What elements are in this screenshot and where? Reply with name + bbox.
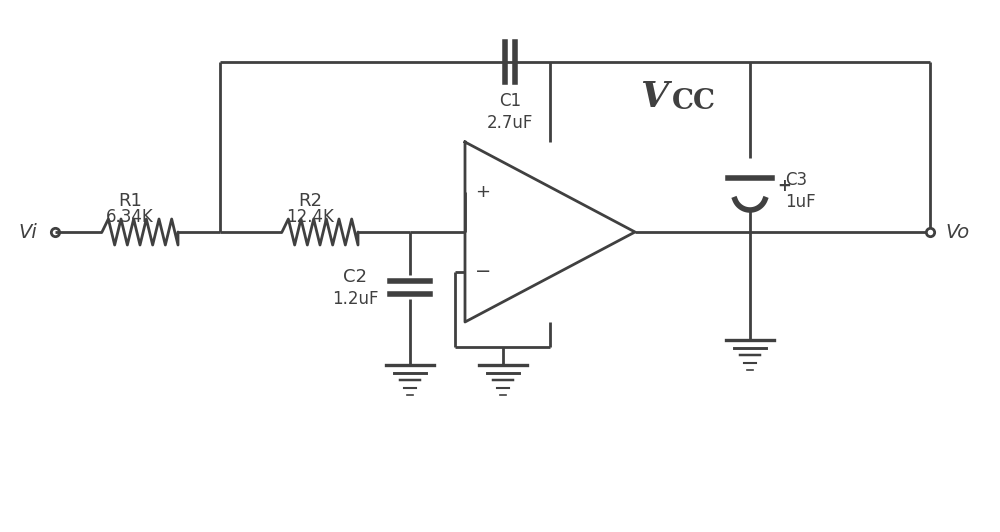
Text: R1: R1 (118, 192, 142, 210)
Text: 12.4K: 12.4K (286, 208, 334, 226)
Text: Vo: Vo (945, 222, 969, 242)
Text: C1: C1 (499, 92, 521, 110)
Text: +: + (777, 177, 791, 195)
Text: 1.2uF: 1.2uF (332, 290, 378, 308)
Text: C3: C3 (785, 171, 807, 189)
Text: +: + (476, 184, 490, 202)
Text: −: − (475, 262, 491, 281)
Text: R2: R2 (298, 192, 322, 210)
Text: 6.34K: 6.34K (106, 208, 154, 226)
Text: 2.7uF: 2.7uF (487, 114, 533, 132)
Text: C2: C2 (343, 268, 367, 286)
Text: CC: CC (672, 87, 716, 114)
Text: Vi: Vi (18, 222, 37, 242)
Text: V: V (640, 80, 668, 114)
Text: 1uF: 1uF (785, 193, 816, 211)
